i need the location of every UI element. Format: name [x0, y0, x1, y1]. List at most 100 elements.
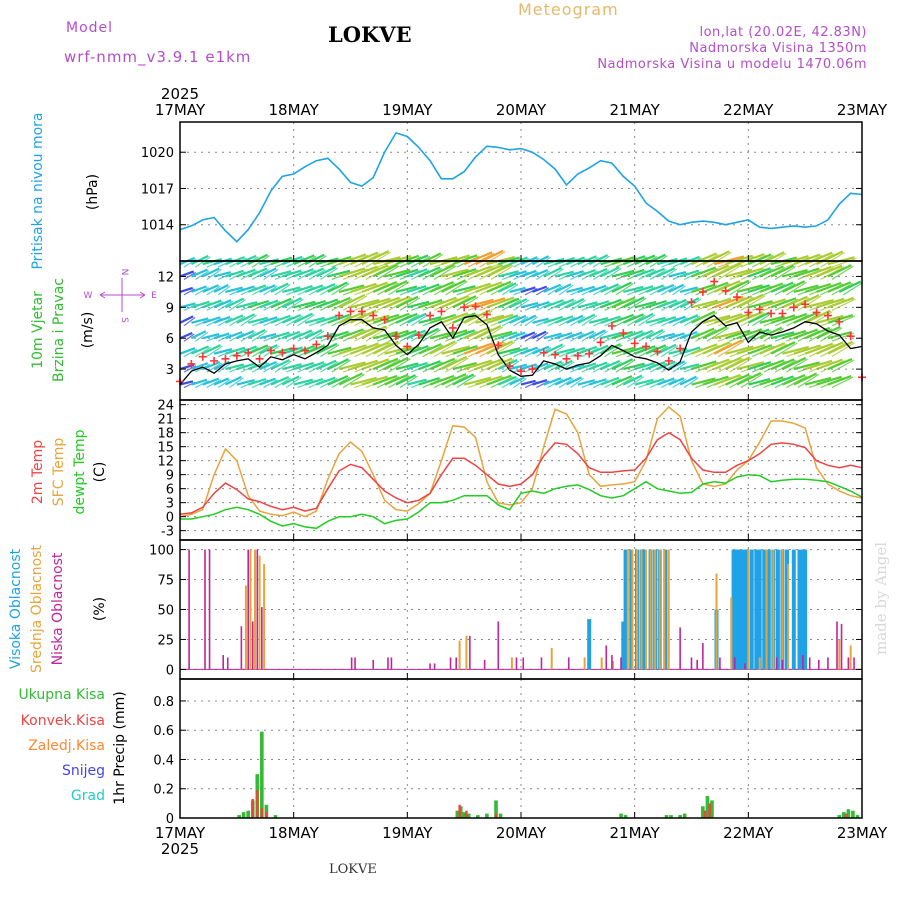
- wind-arrow: [759, 315, 786, 324]
- gust-marker: [187, 359, 196, 368]
- wind-arrow: [475, 325, 502, 340]
- wind-arrow: [293, 378, 314, 386]
- wind-arrow: [183, 271, 197, 280]
- wind-arrow: [827, 281, 852, 293]
- wind-arrow: [634, 312, 654, 324]
- wind-arrow: [315, 359, 337, 371]
- wind-arrow: [531, 345, 550, 355]
- gust-marker: [482, 310, 491, 319]
- wind-arrow: [361, 264, 389, 278]
- cloud-low-bar: [387, 657, 389, 670]
- wind-arrow: [395, 295, 419, 309]
- wind-arrow: [513, 333, 528, 342]
- wind-arrow: [213, 332, 230, 340]
- temp-2m-label: 2m Temp: [30, 440, 46, 504]
- wind-arrow: [361, 281, 388, 293]
- wind-arrow: [740, 373, 764, 389]
- gust-marker: [732, 293, 741, 302]
- y-tick-label: 75: [157, 574, 174, 589]
- wind-arrow: [259, 332, 277, 340]
- x-tick-label-bottom: 19MAY: [382, 824, 433, 842]
- cloud-mid-bar: [838, 639, 841, 670]
- wind-arrow: [350, 251, 379, 266]
- wind-arrow: [747, 267, 771, 278]
- wind-arrow: [327, 346, 352, 355]
- y-tick-label: 0.4: [153, 753, 174, 768]
- wind-arrow: [713, 339, 743, 355]
- wind-arrow: [418, 266, 441, 278]
- x-tick-label-bottom: 18MAY: [269, 824, 320, 842]
- cloud-high-bar: [754, 549, 759, 670]
- wind-arrow: [213, 360, 230, 371]
- wind-arrow: [816, 375, 842, 386]
- dewpt-line: [180, 473, 863, 530]
- gust-marker: [346, 307, 355, 316]
- wind-arrow: [782, 345, 810, 355]
- wind-arrow: [213, 284, 229, 293]
- cloud-high-bar: [642, 549, 647, 670]
- wind-arrow: [592, 269, 610, 280]
- gust-marker: [255, 354, 264, 363]
- compass-n-label: N: [119, 269, 129, 276]
- wind-arrow: [225, 363, 245, 371]
- precip-total-bar: [678, 815, 682, 818]
- wind-arrow: [577, 345, 598, 355]
- wind-arrow: [429, 330, 455, 340]
- wind-arrow: [691, 327, 715, 340]
- wind-arrow: [497, 297, 520, 309]
- wind-arrow: [736, 293, 764, 309]
- wind-arrow: [611, 281, 632, 293]
- wind-arrow: [407, 300, 430, 309]
- meteogram-title: Meteogram: [518, 0, 619, 19]
- wind-arrow: [429, 340, 456, 355]
- wind-arrow: [236, 313, 256, 324]
- wind-arrow: [747, 253, 772, 266]
- wind-arrow: [672, 300, 689, 311]
- wind-arrow: [622, 330, 643, 340]
- wind-unit-label: (m/s): [80, 312, 96, 349]
- wind-arrow: [558, 361, 575, 373]
- wind-arrow: [695, 329, 717, 342]
- wind-arrow: [338, 372, 363, 386]
- pressure-line: [179, 131, 863, 243]
- wind-arrow: [804, 309, 831, 324]
- cloud-low-bar: [222, 655, 224, 670]
- wind-arrow: [475, 263, 504, 278]
- wind-arrow: [350, 359, 379, 371]
- wind-arrow: [820, 266, 845, 280]
- wind-arrow: [304, 299, 326, 309]
- wind-arrow: [316, 376, 336, 386]
- wind-arrow: [679, 314, 699, 324]
- wind-arrow: [672, 333, 687, 342]
- y-tick-label: 0: [166, 511, 174, 526]
- wind-arrow: [554, 359, 573, 371]
- cloud-mid-bar: [663, 549, 666, 670]
- wind-arrow: [441, 268, 469, 278]
- wind-arrow: [342, 295, 368, 311]
- wind-arrow: [395, 268, 419, 278]
- y-tick-label: 100: [149, 544, 174, 559]
- wind-arrow: [782, 312, 808, 324]
- wind-arrow: [804, 359, 833, 371]
- wind-arrow: [831, 315, 856, 327]
- wind-arrow: [418, 360, 441, 371]
- wind-arrow: [816, 341, 844, 355]
- wind-arrow: [740, 312, 765, 327]
- wind-arrow: [331, 359, 351, 373]
- wind-arrow: [463, 342, 493, 355]
- wind-arrow: [463, 265, 492, 278]
- wind-arrow: [236, 301, 258, 309]
- wind-arrow: [486, 280, 512, 293]
- wind-arrow: [748, 300, 773, 309]
- wind-arrow: [536, 380, 550, 389]
- wind-arrow: [501, 299, 522, 311]
- wind-arrow: [320, 267, 339, 280]
- cloud-low-bar: [429, 663, 431, 670]
- wind-arrow: [558, 378, 574, 389]
- gust-marker: [789, 303, 798, 312]
- wind-arrow: [566, 346, 586, 355]
- gust-marker: [266, 346, 275, 355]
- wind-arrow: [497, 270, 519, 278]
- precip-total-bar: [619, 813, 623, 818]
- wind-arrow: [661, 362, 678, 373]
